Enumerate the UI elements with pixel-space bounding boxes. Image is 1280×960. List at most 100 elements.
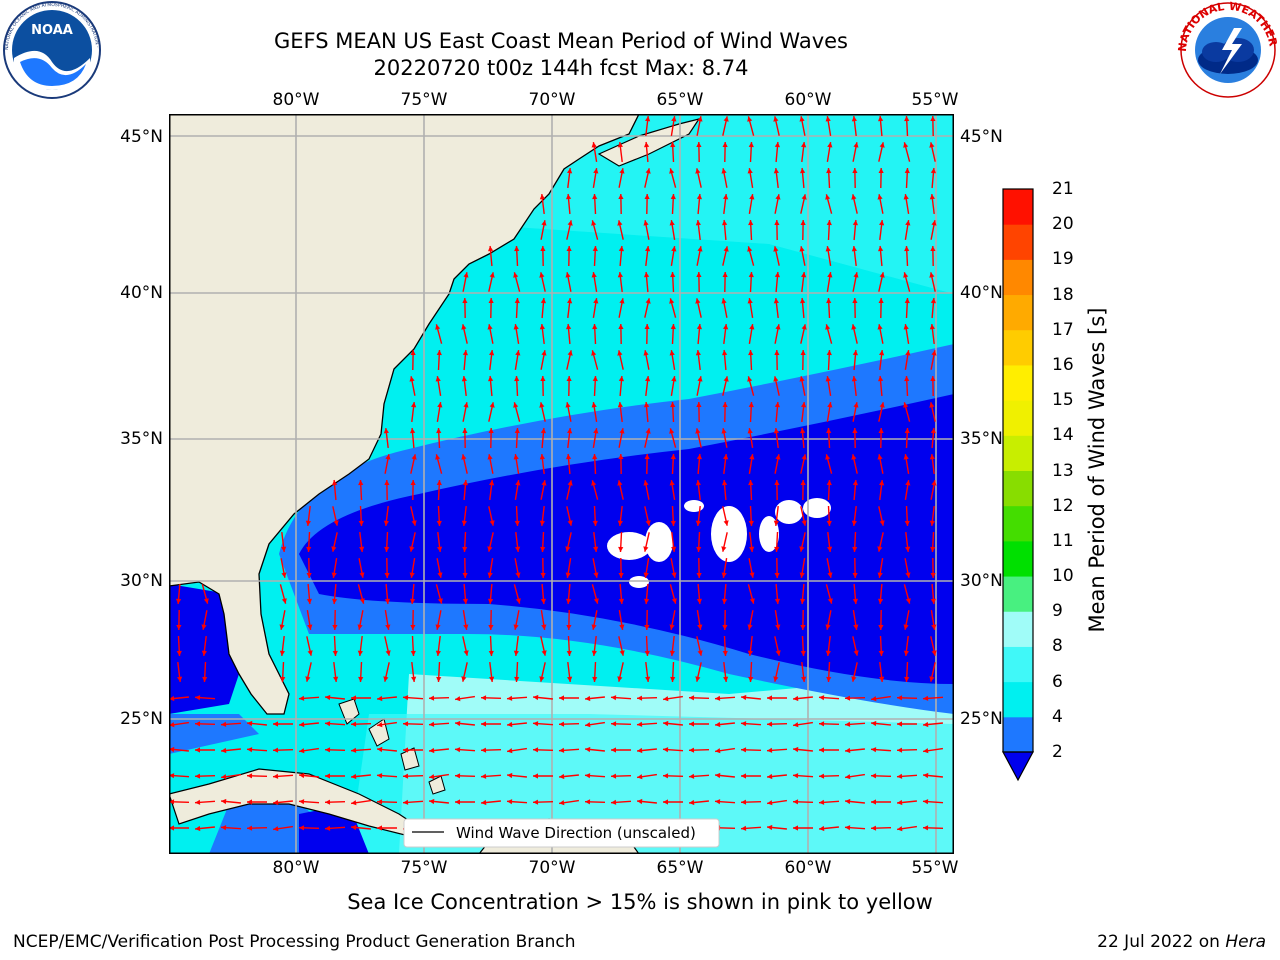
colorbar-label: Mean Period of Wind Waves [s] [1085, 307, 1109, 633]
wave-arrow-head [819, 747, 824, 753]
wave-arrow-head [689, 721, 694, 727]
wave-arrow-head [670, 272, 676, 278]
wave-arrow-head [437, 402, 443, 408]
wave-arrow-head [852, 220, 858, 226]
wave-arrow-head [567, 520, 573, 526]
wave-arrow-head [637, 798, 643, 805]
wave-arrow-head [463, 402, 469, 408]
wave-arrow-head [169, 746, 175, 753]
wave-arrow-head [697, 650, 703, 656]
wave-arrow-head [800, 625, 806, 630]
wave-arrow-head [826, 220, 832, 226]
wave-arrow-head [741, 773, 746, 779]
wave-arrow-head [643, 350, 649, 356]
wave-arrow-head [852, 428, 858, 433]
wave-arrow-head [462, 298, 468, 303]
wave-arrow-head [923, 695, 929, 701]
wave-arrow-head [774, 598, 780, 604]
wave-arrow-head [637, 721, 643, 727]
wave-arrow-head [385, 454, 391, 460]
wave-arrow-head [643, 220, 649, 226]
wave-arrow-head [461, 520, 467, 526]
wave-arrow-head [879, 142, 885, 148]
wave-arrow-head [827, 572, 833, 578]
colorbar-segment [1003, 611, 1033, 647]
wave-arrow-head [273, 747, 279, 753]
wave-arrow-head [696, 454, 702, 460]
wave-arrow-head [351, 695, 356, 701]
wave-arrow-head [351, 747, 357, 753]
wave-arrow-head [851, 520, 857, 526]
wave-arrow-head [748, 402, 754, 408]
wave-arrow-head [410, 598, 416, 604]
wave-arrow-head [645, 376, 651, 382]
wave-arrow-head [669, 624, 675, 630]
wave-arrow-head [429, 798, 435, 805]
wave-arrow-head [410, 428, 416, 434]
wave-arrow-head [169, 695, 175, 702]
wave-arrow-head [358, 676, 364, 682]
wave-arrow-head [801, 454, 807, 460]
wave-arrow-head [774, 350, 780, 355]
wave-arrow-head [385, 624, 391, 630]
wave-arrow-head [695, 676, 701, 682]
wave-arrow-head [879, 220, 885, 226]
wave-arrow-head [904, 676, 910, 682]
wave-arrow-head [592, 246, 598, 252]
calm-patches [607, 498, 831, 588]
wave-arrow-head [663, 773, 669, 779]
wave-arrow-head [221, 825, 227, 831]
wave-arrow-head [617, 676, 623, 682]
wave-arrow-head [923, 825, 929, 831]
footer-date-text: 22 Jul 2022 on [1097, 932, 1226, 952]
wave-arrow-head [514, 298, 520, 304]
wave-arrow-head [923, 799, 929, 805]
wave-arrow-head [741, 694, 747, 701]
wave-arrow-head [411, 402, 417, 408]
wave-arrow-head [176, 598, 182, 604]
map-panel: Wind Wave Direction (unscaled) [169, 114, 954, 854]
wave-arrow-head [435, 624, 441, 630]
colorbar-segment [1003, 224, 1033, 260]
wave-arrow-head [619, 624, 625, 630]
wave-arrow-head [462, 598, 468, 604]
colorbar-segment [1003, 189, 1033, 225]
wave-arrow-head [747, 428, 753, 434]
wave-arrow-head [359, 598, 365, 604]
wave-arrow-head [436, 520, 442, 526]
wave-arrow-head [325, 694, 331, 701]
colorbar-tick: 20 [1052, 214, 1074, 235]
wave-arrow-head [819, 695, 825, 701]
wave-arrow-head [515, 598, 521, 604]
wave-arrow-head [747, 116, 753, 122]
wave-arrow-head [800, 350, 806, 355]
bahamas [338, 698, 446, 795]
wave-arrow-head [897, 773, 903, 779]
wave-arrow-head [351, 824, 357, 831]
wave-arrow-head [852, 480, 858, 486]
wave-arrow-head [643, 480, 649, 486]
wave-arrow-head [879, 480, 885, 486]
lon-tick-top-75: 75°W [400, 90, 448, 110]
wave-arrow-head [384, 598, 390, 604]
wave-arrow-head [749, 324, 755, 330]
wave-arrow-head [489, 350, 495, 356]
wave-arrow-head [618, 194, 624, 199]
noaa-logo: NOAA NATIONAL OCEANIC AND ATMOSPHERIC AD… [0, 0, 101, 99]
wave-arrow-head [905, 480, 911, 486]
wave-arrow-head [767, 747, 773, 753]
wave-arrow-head [539, 272, 545, 278]
wave-arrow-head [515, 546, 521, 552]
wave-arrow-head [593, 572, 599, 578]
wave-arrow-head [903, 194, 909, 200]
wave-arrow-head [487, 546, 493, 552]
wave-arrow-head [619, 168, 625, 174]
wave-arrow-head [871, 799, 876, 805]
graticule [169, 114, 954, 854]
wave-arrow-head [669, 650, 675, 656]
wave-arrow-head [799, 572, 805, 578]
map-subtitle: 20220720 t00z 144h fcst Max: 8.74 [373, 56, 749, 80]
wave-arrow-head [437, 598, 443, 604]
wave-arrow-head [533, 721, 539, 727]
wave-arrow-head [903, 402, 909, 408]
